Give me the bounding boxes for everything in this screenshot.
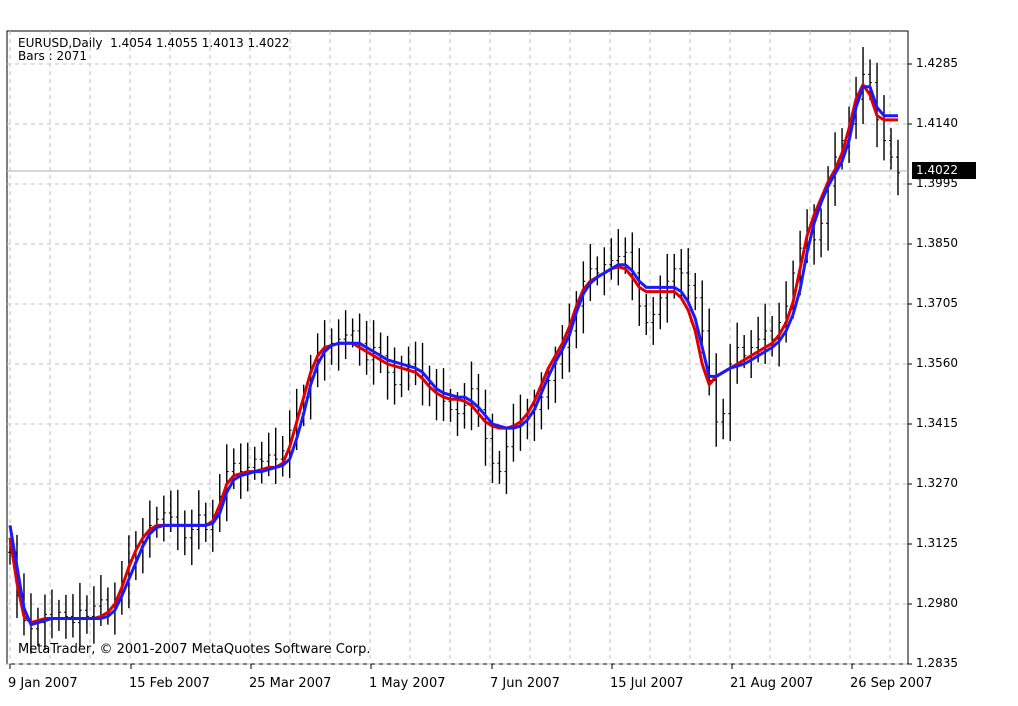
x-tick-label: 25 Mar 2007 bbox=[249, 676, 332, 691]
grid-lines bbox=[7, 31, 908, 665]
blue-moving-average-line bbox=[8, 85, 898, 627]
x-tick-label: 1 May 2007 bbox=[369, 676, 446, 691]
price-bar bbox=[819, 208, 824, 258]
price-bar bbox=[77, 582, 82, 648]
price-bar bbox=[896, 139, 900, 196]
price-bar bbox=[273, 427, 278, 484]
price-bar bbox=[504, 429, 509, 494]
price-bar bbox=[497, 450, 502, 484]
price-bar bbox=[651, 296, 656, 345]
price-bar bbox=[693, 272, 698, 311]
x-tick-label: 15 Jul 2007 bbox=[610, 676, 684, 691]
price-bar bbox=[595, 256, 600, 286]
x-tick-label: 15 Feb 2007 bbox=[129, 676, 210, 691]
price-bar bbox=[252, 446, 257, 480]
price-bar bbox=[700, 280, 705, 354]
copyright-notice: MetaTrader, © 2001-2007 MetaQuotes Softw… bbox=[18, 642, 371, 657]
y-tick-label: 1.4140 bbox=[916, 116, 958, 130]
price-bar bbox=[644, 293, 649, 336]
y-tick-label: 1.3995 bbox=[916, 176, 958, 190]
price-bar bbox=[889, 128, 894, 170]
y-tick-label: 1.4285 bbox=[916, 56, 958, 70]
price-bar bbox=[70, 594, 75, 638]
price-bar bbox=[728, 344, 733, 441]
y-axis-tick-marks bbox=[908, 63, 912, 665]
x-tick-label: 7 Jun 2007 bbox=[490, 676, 560, 691]
y-tick-label: 1.2980 bbox=[916, 596, 958, 610]
price-bar bbox=[280, 436, 285, 477]
y-tick-label: 1.3705 bbox=[916, 296, 958, 310]
price-bar bbox=[259, 441, 264, 484]
y-tick-label: 1.3125 bbox=[916, 536, 958, 550]
price-bar bbox=[462, 383, 467, 429]
y-tick-label: 1.2835 bbox=[916, 656, 958, 670]
last-price-badge: 1.4022 bbox=[912, 162, 976, 179]
price-bar bbox=[203, 502, 208, 542]
price-bar bbox=[91, 586, 96, 644]
price-bar bbox=[616, 229, 621, 286]
symbol-header: EURUSD,Daily 1.4054 1.4055 1.4013 1.4022 bbox=[18, 36, 290, 50]
price-bar bbox=[658, 275, 663, 330]
x-tick-label: 9 Jan 2007 bbox=[8, 676, 78, 691]
price-bar bbox=[63, 594, 68, 639]
price-bar bbox=[609, 238, 614, 280]
price-bar bbox=[483, 389, 488, 466]
price-bar bbox=[343, 310, 348, 360]
bars-count: Bars : 2071 bbox=[18, 49, 87, 63]
price-bar bbox=[392, 347, 397, 405]
price-bar bbox=[84, 595, 89, 634]
price-bar bbox=[196, 490, 201, 550]
price-bar bbox=[161, 495, 166, 542]
x-tick-label: 21 Aug 2007 bbox=[730, 676, 814, 691]
price-bar bbox=[763, 303, 768, 364]
y-tick-label: 1.3270 bbox=[916, 476, 958, 490]
price-bar bbox=[385, 335, 390, 400]
red-moving-average-line bbox=[8, 83, 898, 625]
price-bar bbox=[189, 509, 194, 566]
price-bar bbox=[721, 398, 726, 440]
price-bar bbox=[238, 443, 243, 499]
x-tick-label: 26 Sep 2007 bbox=[850, 676, 933, 691]
x-axis-tick-marks bbox=[9, 664, 853, 669]
y-tick-label: 1.3850 bbox=[916, 236, 958, 250]
y-tick-label: 1.3560 bbox=[916, 356, 958, 370]
price-bar bbox=[686, 248, 691, 306]
y-tick-label: 1.3415 bbox=[916, 416, 958, 430]
